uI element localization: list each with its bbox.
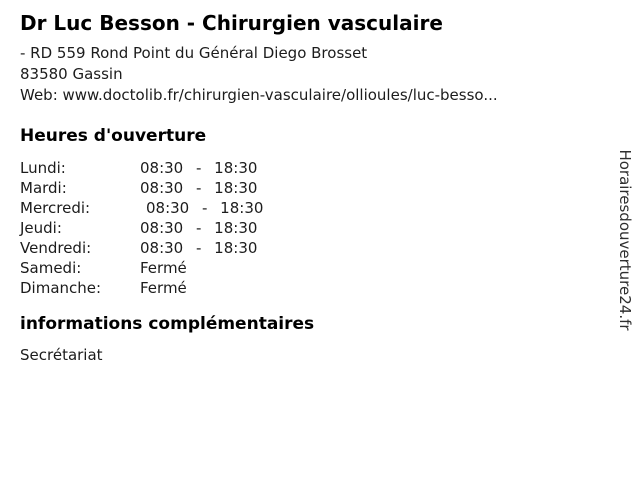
table-row: Mardi: 08:30 - 18:30 xyxy=(20,178,640,198)
hours-value: 08:30 - 18:30 xyxy=(140,219,258,237)
address-line-city: 83580 Gassin xyxy=(20,65,123,83)
website-link[interactable]: Web: www.doctolib.fr/chirurgien-vasculai… xyxy=(20,86,498,104)
hours-value: Fermé xyxy=(140,259,187,277)
table-row: Lundi: 08:30 - 18:30 xyxy=(20,158,640,178)
hours-value: Fermé xyxy=(140,279,187,297)
additional-info-heading: informations complémentaires xyxy=(20,314,315,334)
opening-hours-table: Lundi: 08:30 - 18:30 Mardi: 08:30 - 18:3… xyxy=(20,158,640,298)
hours-value: 08:30 - 18:30 xyxy=(140,159,258,177)
additional-info-text: Secrétariat xyxy=(20,346,103,364)
address-block: - RD 559 Rond Point du Général Diego Bro… xyxy=(20,43,640,106)
day-label: Lundi: xyxy=(20,159,66,177)
day-label: Jeudi: xyxy=(20,219,62,237)
day-label: Vendredi: xyxy=(20,239,92,257)
day-label: Dimanche: xyxy=(20,279,102,297)
table-row: Vendredi: 08:30 - 18:30 xyxy=(20,238,640,258)
site-watermark: Horairesdouverture24.fr xyxy=(616,149,634,331)
hours-value: 08:30 - 18:30 xyxy=(146,199,264,217)
table-row: Jeudi: 08:30 - 18:30 xyxy=(20,218,640,238)
hours-value: 08:30 - 18:30 xyxy=(140,179,258,197)
opening-hours-heading: Heures d'ouverture xyxy=(20,126,207,146)
hours-value: 08:30 - 18:30 xyxy=(140,239,258,257)
table-row: Samedi: Fermé xyxy=(20,258,640,278)
day-label: Mardi: xyxy=(20,179,67,197)
address-line-street: - RD 559 Rond Point du Général Diego Bro… xyxy=(20,44,368,62)
day-label: Samedi: xyxy=(20,259,82,277)
table-row: Dimanche: Fermé xyxy=(20,278,640,298)
table-row: Mercredi: 08:30 - 18:30 xyxy=(20,198,640,218)
page-title: Dr Luc Besson - Chirurgien vasculaire xyxy=(20,11,443,35)
day-label: Mercredi: xyxy=(20,199,91,217)
